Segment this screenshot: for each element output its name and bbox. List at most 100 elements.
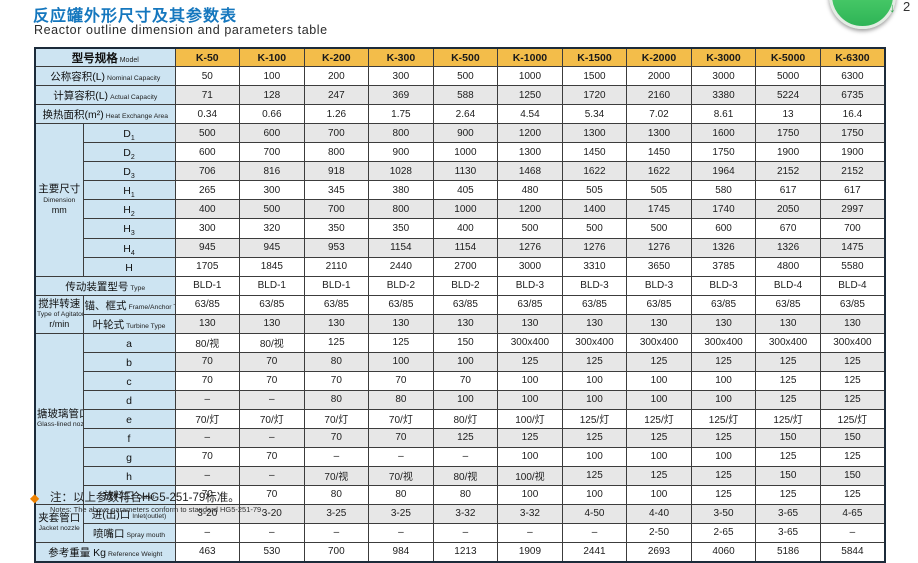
value-cell: – [368, 446, 434, 467]
value-cell: 800 [368, 122, 434, 144]
value-cell: 300x400 [497, 332, 563, 353]
label-zh: b [126, 356, 132, 369]
value-cell: 1.26 [303, 104, 370, 124]
parameters-table: 型号规格 Model K-50 K-100 K-200 K-300 K-500 K-1000 K… [34, 47, 886, 563]
model-header-label: 型号规格 Model [34, 47, 176, 67]
table-row: b 70 70 80 100 100 125 125 125 125 125 125 [35, 351, 886, 372]
value-cell: 300x400 [690, 332, 757, 353]
value-cell: BLD-3 [626, 275, 692, 296]
label-zh: 换热面积(m²) [42, 109, 104, 121]
value-cell: 3-25 [368, 503, 434, 524]
value-cell: 1200 [497, 199, 563, 220]
value-cell: 900 [368, 142, 434, 163]
row-label-d1: D1 [82, 122, 176, 144]
value-cell: 300x400 [819, 332, 886, 353]
value-cell: 70/灯 [174, 408, 241, 429]
value-cell: 125/灯 [755, 408, 821, 429]
value-cell: 500 [174, 122, 241, 144]
value-cell: 100 [497, 389, 563, 410]
value-cell: 70 [174, 446, 241, 467]
table-row: 换热面积(m²) Heat Exchange Area 0.34 0.66 1.26 1.… [34, 104, 886, 124]
value-cell: 125 [561, 427, 628, 448]
value-cell: 100 [497, 446, 563, 467]
value-cell: 63/85 [819, 294, 886, 315]
value-cell: 80 [303, 351, 370, 372]
diamond-icon: ◆ [30, 491, 40, 505]
value-cell: 100 [690, 446, 757, 467]
model-header: K-300 [368, 47, 434, 67]
value-cell: 70/灯 [303, 408, 370, 429]
value-cell: 706 [174, 161, 241, 182]
value-cell: BLD-1 [174, 275, 241, 296]
label-en: Reference Weight [108, 550, 163, 558]
label-en: Actual Capacity [110, 94, 158, 101]
table-body: 公称容积(L) Nominal Capacity 50 100 200 300 500 100… [34, 66, 886, 563]
value-cell: 70/视 [368, 465, 434, 486]
value-cell: 1400 [561, 199, 628, 220]
value-cell: 1450 [626, 142, 692, 163]
label-zh: 主要尺寸 [38, 183, 81, 196]
value-cell: 320 [239, 218, 305, 239]
value-cell: 4-50 [561, 503, 628, 524]
value-cell: 0.34 [174, 104, 241, 124]
value-cell: 617 [819, 180, 886, 201]
value-cell: 3-20 [239, 503, 305, 524]
value-cell: 2152 [819, 161, 886, 182]
label-zh: H [125, 261, 133, 274]
value-cell: 1276 [497, 237, 563, 258]
value-cell: 100 [497, 484, 563, 505]
value-cell: 1720 [561, 85, 628, 105]
value-cell: 2152 [755, 161, 821, 182]
value-cell: 1600 [690, 122, 757, 144]
value-cell: 1000 [432, 199, 499, 220]
label-zh: H2 [123, 204, 135, 219]
table-row: 公称容积(L) Nominal Capacity 50 100 200 300 500 100… [34, 66, 886, 86]
value-cell: 130 [432, 313, 499, 334]
value-cell: 200 [303, 66, 370, 86]
value-cell: 125/灯 [690, 408, 757, 429]
value-cell: 70 [174, 351, 241, 372]
value-cell: 1250 [497, 85, 563, 105]
label-zh: 锚、框式 [84, 299, 127, 312]
parameters-table-wrap: 型号规格 Model K-50 K-100 K-200 K-300 K-500 K-1000 K… [34, 47, 886, 563]
value-cell: – [432, 522, 499, 543]
value-cell: 100 [690, 370, 757, 391]
row-label-h-nozzle: h [82, 465, 176, 486]
value-cell: 3785 [690, 256, 757, 277]
value-cell: – [432, 446, 499, 467]
label-zh: d [126, 394, 132, 407]
scroll-top-button[interactable] [829, 0, 896, 29]
value-cell: 1326 [755, 237, 821, 258]
value-cell: 125 [497, 351, 563, 372]
value-cell: 1028 [368, 161, 434, 182]
value-cell: 100 [626, 370, 692, 391]
group-label-agitator-speed: 搅拌转速 Type of Agitators r/min [34, 294, 84, 334]
value-cell: – [174, 465, 241, 486]
value-cell: 369 [368, 85, 434, 105]
table-row: D3 706 816 918 1028 1130 1468 1622 1622 1964 2152 2… [35, 161, 886, 182]
value-cell: 13 [755, 104, 821, 124]
value-cell: 63/85 [303, 294, 370, 315]
table-row: 喷嘴口 Spray mouth – – – – – – –2-50 2-65 3-65– [35, 522, 886, 543]
table-row: H3 300 320 350 350 400 500 500 500 600 670 700 [35, 218, 886, 239]
value-cell: 2441 [561, 541, 628, 563]
value-cell: 70/视 [303, 465, 370, 486]
value-cell: 5580 [819, 256, 886, 277]
label-zh: 夹套管口 [38, 512, 81, 525]
label-en: Dimension [43, 196, 76, 204]
value-cell: 100 [626, 389, 692, 410]
value-cell: 130 [239, 313, 305, 334]
value-cell: 1468 [497, 161, 563, 182]
value-cell: 300x400 [755, 332, 821, 353]
value-cell: 125 [690, 465, 757, 486]
page-title: 反应罐外形尺寸及其参数表 [33, 8, 238, 25]
value-cell: 125 [755, 389, 821, 410]
label-zh: D3 [123, 166, 135, 181]
row-label-nominal-capacity: 公称容积(L) Nominal Capacity [34, 66, 176, 86]
value-cell: 100 [497, 370, 563, 391]
value-cell: 4-40 [626, 503, 692, 524]
model-header: K-1500 [561, 47, 628, 67]
row-label-h: H [82, 256, 176, 277]
label-zh: D1 [123, 128, 135, 143]
value-cell: – [303, 446, 370, 467]
